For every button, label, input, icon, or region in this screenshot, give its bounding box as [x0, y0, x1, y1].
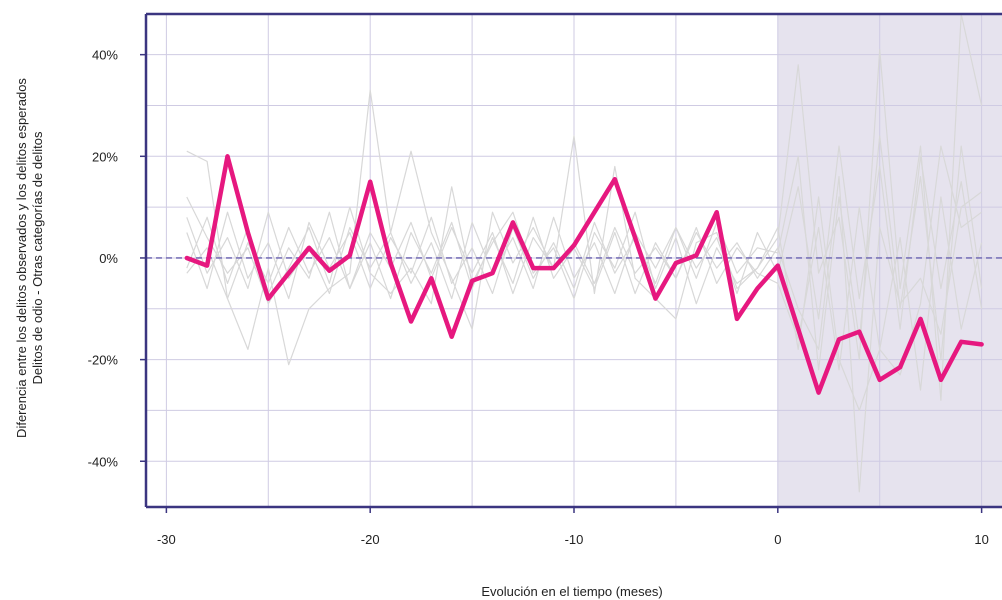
background-series-line-1 — [186, 89, 982, 411]
main-series-group — [184, 154, 984, 395]
y-tick-labels: -40% -20% 0% 20% 40% — [88, 48, 119, 470]
main-series-line — [184, 154, 984, 395]
x-tick-label: -20 — [361, 532, 380, 547]
y-tick-label: 40% — [92, 48, 118, 63]
y-tick-label: -20% — [88, 353, 119, 368]
x-tick-labels: -30 -20 -10 0 10 — [157, 532, 989, 547]
y-tick-label: -40% — [88, 454, 119, 469]
post-event-shaded-region — [777, 14, 1002, 507]
x-axis-title: Evolución en el tiempo (meses) — [481, 584, 662, 599]
y-axis-title-line-1: Diferencia entre los delitos observados … — [14, 78, 29, 438]
x-tick-label: -30 — [157, 532, 176, 547]
x-tick-label: 0 — [774, 532, 781, 547]
x-tick-label: -10 — [565, 532, 584, 547]
shaded-region-rect — [777, 14, 1002, 507]
background-series-line-6 — [186, 135, 983, 371]
y-axis-title-line-2: Delitos de odio - Otras categorías de de… — [30, 131, 45, 384]
y-tick-label: 0% — [99, 251, 118, 266]
axis-ticks — [140, 53, 983, 513]
y-axis-title-group: Diferencia entre los delitos observados … — [14, 78, 45, 438]
background-series-line-5 — [186, 196, 983, 391]
x-tick-label: 10 — [974, 532, 988, 547]
background-series-group — [186, 13, 983, 493]
y-tick-label: 20% — [92, 149, 118, 164]
